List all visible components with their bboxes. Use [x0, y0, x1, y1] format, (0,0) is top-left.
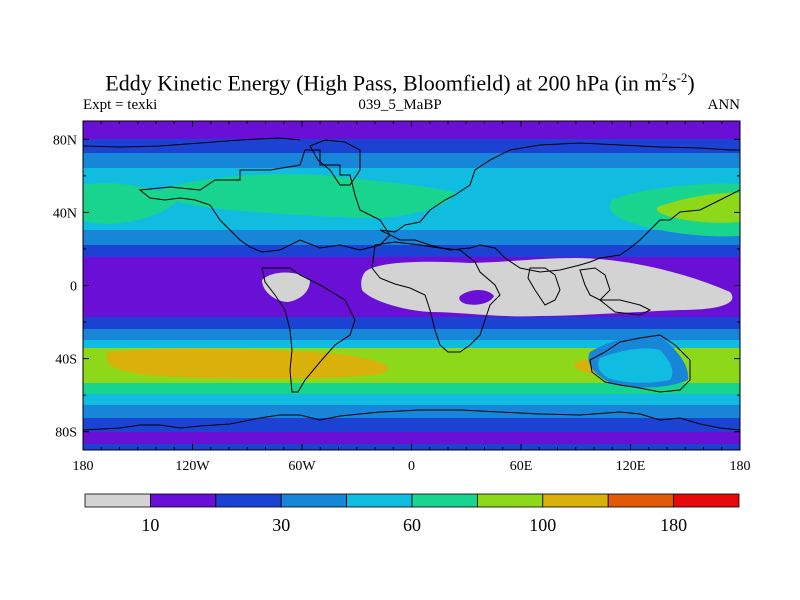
lat-tick-label: 0 [70, 280, 77, 295]
coast-eurasia [379, 142, 740, 273]
coast-greenland [309, 139, 361, 186]
coast-southeast-asia [579, 267, 611, 301]
colorbar-label: 10 [141, 515, 159, 535]
band-65n [83, 153, 740, 168]
lon-tick-label: 60W [288, 459, 316, 474]
colorbar-label: 30 [272, 515, 290, 535]
lat-tick-label: 80S [55, 426, 77, 441]
lon-tick-label: 0 [408, 459, 415, 474]
colorbar-box [149, 493, 217, 508]
south-african-teal [598, 348, 673, 383]
plot-title: Eddy Kinetic Energy (High Pass, Bloomfie… [105, 70, 695, 96]
coast-antarctica [83, 409, 740, 431]
colorbar-label: 100 [529, 515, 556, 535]
tropical-min-east-notch [459, 290, 494, 305]
band-30s [83, 340, 740, 348]
lon-axis: 180 120W 60W 0 60E 120E 180 [73, 121, 751, 474]
coastlines [83, 137, 740, 431]
band-65s [83, 405, 740, 418]
lon-tick-label: 60E [510, 459, 533, 474]
storm-track-south-core [106, 348, 388, 379]
band-80s [83, 432, 740, 444]
colorbar-box [542, 493, 609, 508]
coast-australia [589, 334, 691, 393]
case-label: 039_5_MaBP [358, 97, 442, 113]
storm-track-west-edge [83, 183, 180, 224]
colorbar-box [215, 493, 282, 508]
coast-africa [371, 241, 501, 353]
band-55s [83, 383, 740, 394]
contour-fill [83, 121, 740, 450]
storm-track-atlantic [160, 174, 455, 218]
colorbar-box [84, 493, 151, 508]
band-25s [83, 329, 740, 340]
tropical-min-east [361, 258, 733, 317]
experiment-label: Expt = texki [83, 97, 158, 113]
band-70n [83, 139, 740, 153]
colorbar-box [346, 493, 413, 508]
season-label: ANN [707, 97, 741, 113]
lon-tick-label: 180 [73, 459, 94, 474]
band-30n [83, 230, 740, 245]
lat-tick-label: 80N [53, 133, 77, 148]
colorbar-label: 180 [660, 515, 687, 535]
lon-tick-label: 120W [175, 459, 210, 474]
colorbar-box [607, 493, 675, 508]
coast-india [527, 267, 561, 306]
colorbar-box [476, 493, 544, 508]
band-20s [83, 317, 740, 329]
colorbar-box [280, 493, 348, 508]
lon-tick-label: 180 [730, 459, 751, 474]
coast-arctic [83, 137, 301, 148]
lon-tick-label: 120E [616, 459, 646, 474]
tropical-min-west [262, 272, 310, 302]
lat-tick-label: 40S [55, 353, 77, 368]
band-60s [83, 394, 740, 405]
colorbar-box [673, 493, 740, 508]
colorbar-label: 60 [403, 515, 421, 535]
colorbar: 10 30 60 100 180 [84, 493, 740, 535]
lat-tick-label: 40N [53, 206, 77, 221]
band-70s [83, 418, 740, 432]
band-60n [83, 121, 740, 139]
lat-axis: 80N 40N 0 40S 80S [53, 133, 740, 441]
coast-south-america [261, 267, 356, 393]
colorbar-box [411, 493, 478, 508]
band-25n [83, 245, 740, 257]
coast-maritime [598, 299, 652, 316]
